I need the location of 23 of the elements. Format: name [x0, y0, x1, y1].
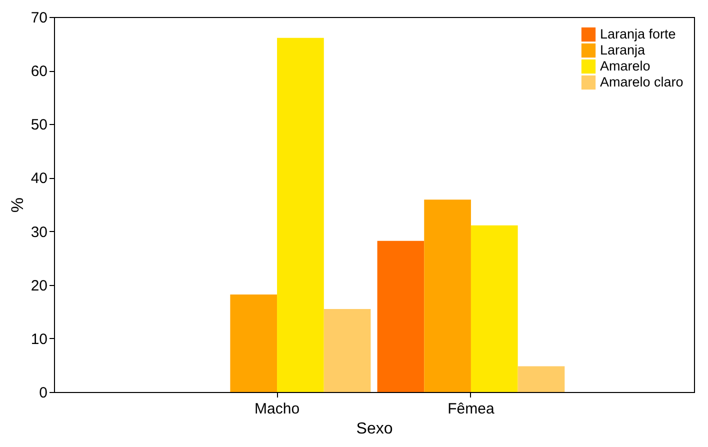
bar — [230, 294, 278, 392]
y-tick-label: 70 — [30, 10, 48, 26]
y-tick-label: 50 — [30, 116, 48, 134]
y-tick-label: 0 — [39, 384, 48, 402]
legend-label: Laranja — [600, 42, 646, 58]
bar — [470, 225, 518, 392]
y-tick-label: 30 — [30, 224, 48, 241]
x-axis-title: Sexo — [356, 420, 393, 438]
y-tick-label: 10 — [30, 330, 48, 348]
y-tick-label: 40 — [30, 170, 48, 188]
y-tick-label: 20 — [30, 277, 48, 294]
x-tick-label: Macho — [254, 400, 300, 418]
x-tick-label: Fêmea — [448, 400, 495, 418]
bar — [277, 38, 324, 392]
y-tick-label: 60 — [30, 63, 48, 80]
y-axis-title: % — [8, 197, 27, 213]
bar — [518, 366, 565, 392]
bar — [377, 240, 424, 392]
legend-label: Amarelo — [600, 58, 650, 74]
bar — [324, 308, 371, 392]
bar — [424, 200, 471, 392]
legend-label: Amarelo claro — [600, 74, 684, 90]
legend-label: Laranja forte — [600, 26, 676, 42]
